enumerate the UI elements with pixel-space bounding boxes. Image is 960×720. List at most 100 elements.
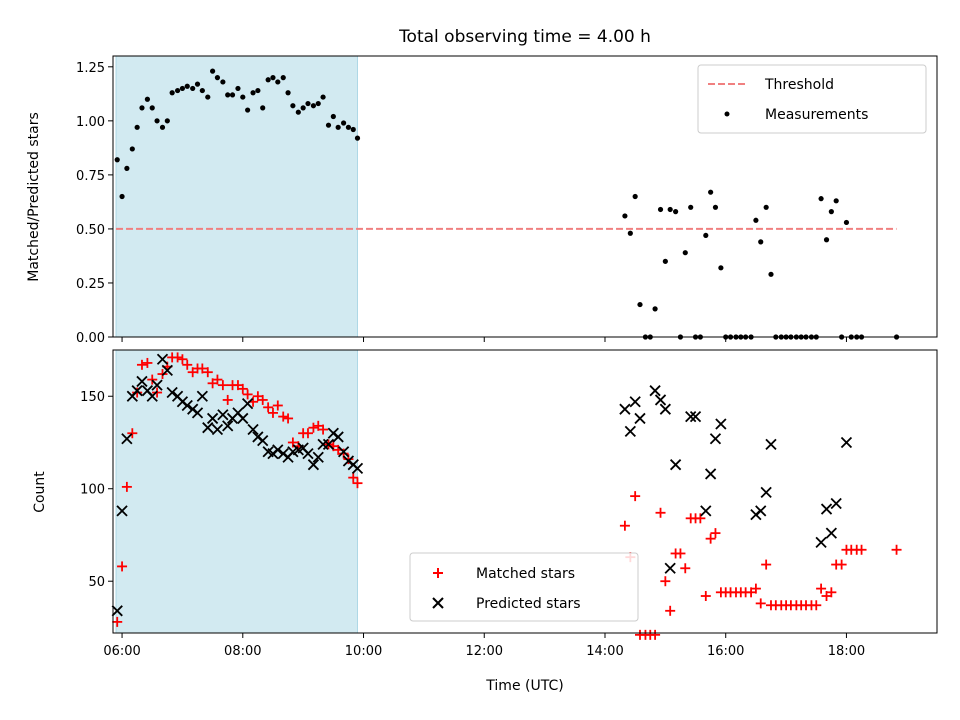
predicted-star-marker bbox=[116, 505, 128, 517]
measurement-point bbox=[285, 90, 291, 96]
bottom-x-tick-label: 14:00 bbox=[586, 644, 623, 659]
predicted-star-marker bbox=[715, 418, 727, 430]
predicted-star-marker bbox=[237, 412, 249, 425]
matched-star-marker bbox=[650, 629, 661, 640]
measurement-point bbox=[149, 105, 155, 111]
matched-star-marker bbox=[665, 605, 676, 616]
legend-predicted-label: Predicted stars bbox=[476, 596, 581, 612]
measurement-point bbox=[260, 105, 266, 111]
measurement-point bbox=[682, 250, 688, 256]
measurement-point bbox=[315, 100, 321, 107]
measurement-point bbox=[184, 83, 190, 89]
measurement-point bbox=[220, 79, 226, 85]
measurement-point bbox=[214, 75, 221, 81]
measurement-point bbox=[119, 193, 125, 200]
measurement-point bbox=[828, 209, 834, 215]
predicted-star-marker bbox=[196, 390, 208, 402]
measurement-point bbox=[139, 105, 145, 111]
measurement-point bbox=[134, 124, 140, 130]
matched-star-marker bbox=[816, 583, 827, 594]
bottom-x-axis-label: Time (UTC) bbox=[485, 678, 563, 694]
predicted-star-marker bbox=[351, 462, 364, 475]
matched-star-marker bbox=[267, 407, 278, 418]
bottom-y-tick-label: 50 bbox=[88, 575, 105, 590]
predicted-star-marker bbox=[302, 447, 314, 460]
measurement-point bbox=[124, 165, 130, 171]
predicted-star-marker bbox=[664, 562, 676, 574]
matched-star-marker bbox=[121, 481, 132, 492]
bottom-x-tick-label: 10:00 bbox=[345, 644, 382, 659]
matched-star-marker bbox=[112, 616, 123, 627]
predicted-star-marker bbox=[820, 503, 833, 515]
predicted-star-marker bbox=[685, 410, 697, 423]
matched-star-marker bbox=[318, 424, 329, 435]
measurement-point bbox=[753, 217, 759, 223]
measurement-point bbox=[673, 209, 679, 215]
predicted-star-marker bbox=[136, 375, 148, 388]
predicted-star-marker bbox=[217, 409, 229, 421]
measurement-point bbox=[768, 271, 774, 277]
matched-star-marker bbox=[302, 428, 313, 439]
measurement-point bbox=[627, 230, 633, 236]
predicted-star-marker bbox=[337, 446, 350, 458]
matched-star-marker bbox=[619, 520, 630, 531]
measurement-point bbox=[129, 146, 135, 152]
measurement-point bbox=[114, 157, 120, 163]
predicted-star-marker bbox=[241, 398, 254, 410]
measurement-point bbox=[340, 120, 347, 126]
matched-star-marker bbox=[750, 583, 761, 594]
legend-threshold-label: Threshold bbox=[764, 77, 834, 93]
bottom-x-tick-label: 08:00 bbox=[224, 644, 261, 659]
matched-star-marker bbox=[263, 402, 274, 413]
measurement-point bbox=[295, 109, 301, 115]
measurement-point bbox=[823, 237, 830, 243]
predicted-star-marker bbox=[312, 451, 324, 463]
bottom-x-tick-label: 18:00 bbox=[828, 644, 865, 659]
measurement-point bbox=[199, 87, 205, 94]
bottom-y-tick-label: 150 bbox=[80, 390, 105, 405]
predicted-star-marker bbox=[619, 403, 631, 415]
measurement-point bbox=[250, 90, 256, 96]
predicted-star-marker bbox=[760, 486, 772, 499]
measurement-point bbox=[833, 198, 839, 204]
matched-star-marker bbox=[660, 576, 671, 587]
measurement-point bbox=[265, 77, 271, 83]
predicted-star-marker bbox=[332, 431, 344, 443]
predicted-star-marker bbox=[825, 527, 837, 539]
predicted-star-marker bbox=[166, 386, 178, 399]
bottom-x-tick-label: 12:00 bbox=[466, 644, 503, 659]
measurement-point bbox=[652, 306, 658, 312]
measurement-point bbox=[758, 239, 764, 245]
matched-star-marker bbox=[836, 559, 847, 570]
legend-predicted-swatch bbox=[432, 597, 444, 609]
predicted-star-marker bbox=[202, 422, 214, 434]
matched-star-marker bbox=[287, 437, 298, 448]
predicted-star-marker bbox=[629, 396, 641, 408]
matched-star-marker bbox=[826, 587, 837, 598]
matched-star-marker bbox=[695, 513, 706, 524]
measurement-point bbox=[667, 206, 673, 213]
predicted-star-marker bbox=[206, 412, 219, 425]
predicted-star-marker bbox=[247, 423, 259, 436]
top-y-tick-label: 1.25 bbox=[76, 61, 105, 76]
predicted-star-marker bbox=[669, 459, 682, 471]
predicted-star-marker bbox=[161, 364, 173, 376]
matched-star-marker bbox=[257, 394, 268, 405]
measurement-point bbox=[240, 94, 246, 100]
measurement-point bbox=[662, 258, 668, 264]
matched-star-marker bbox=[348, 472, 359, 483]
matched-star-marker bbox=[197, 363, 208, 374]
top-y-tick-label: 1.00 bbox=[76, 115, 105, 130]
predicted-star-marker bbox=[272, 444, 284, 456]
bottom-plot-frame bbox=[112, 349, 938, 634]
bottom-y-tick-label: 100 bbox=[80, 483, 105, 498]
top-y-axis-label: Matched/Predicted stars bbox=[26, 112, 42, 282]
matched-star-marker bbox=[278, 411, 289, 422]
matched-star-marker bbox=[700, 591, 711, 602]
measurement-point bbox=[703, 232, 709, 239]
predicted-star-marker bbox=[156, 353, 169, 365]
top-legend-box bbox=[697, 64, 927, 134]
matched-star-marker bbox=[630, 491, 641, 502]
top-legend: Threshold Measurements bbox=[697, 64, 927, 134]
predicted-star-marker bbox=[765, 438, 777, 450]
